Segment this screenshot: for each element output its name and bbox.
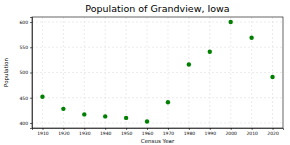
tick: 2020 [267,128,279,136]
tick: 1950 [121,128,133,136]
grid-line [32,72,283,73]
tick-mark [231,128,232,130]
tick-label: 2000 [225,131,237,136]
tick: 2010 [246,128,258,136]
tick-label: 1980 [184,131,196,136]
y-axis: 400 450 500 550 600 [19,18,32,129]
point [61,107,65,111]
point [208,50,212,54]
tick-label: 1950 [121,131,133,136]
tick-label: 1920 [58,131,70,136]
grid-line [32,47,283,48]
grid-line [63,17,64,128]
tick: 600 [19,20,32,25]
tick: 1970 [163,128,175,136]
point [82,112,86,116]
tick-label: 2010 [246,131,258,136]
tick-label: 2020 [267,131,279,136]
tick: 1930 [79,128,91,136]
point [249,35,253,39]
tick-mark [147,128,148,130]
tick-mark [105,128,106,130]
grid [32,17,283,128]
tick-mark [126,128,127,130]
tick-label: 1910 [37,131,49,136]
tick: 450 [19,96,32,101]
tick-mark [210,128,211,130]
tick-mark [84,128,85,130]
points [40,20,274,124]
tick-label: 1970 [163,131,175,136]
tick-label: 500 [19,70,28,75]
grid-line [230,17,231,128]
tick-mark [168,128,169,130]
tick-label: 1990 [205,131,217,136]
tick-mark [189,128,190,130]
tick: 1960 [142,128,154,136]
axis-line [33,129,284,131]
tick: 1910 [37,128,49,136]
x-axis: 1910 1920 1930 1940 1950 1960 1970 1980 1990 2000… [33,128,284,136]
tick: 550 [19,45,32,50]
grid-line [32,97,283,98]
tick-mark [273,128,274,130]
x-axis-label: Census Year [141,138,175,144]
tick-mark [252,128,253,130]
tick: 2000 [225,128,237,136]
point [145,119,149,123]
point [229,20,233,24]
grid-line [147,17,148,128]
tick-mark [63,128,64,130]
chart: 1910 1920 1930 1940 1950 1960 1970 1980 1990 2000… [0,0,290,145]
tick: 400 [19,121,32,126]
point [166,100,170,104]
grid-line [32,122,283,123]
grid-line [42,17,43,128]
tick: 500 [19,70,32,75]
tick: 1980 [184,128,196,136]
point [187,62,191,66]
title: Population of Grandview, Iowa [85,3,229,14]
tick-label: 600 [19,20,28,25]
tick: 1940 [100,128,112,136]
tick-label: 550 [19,45,28,50]
tick-label: 1960 [142,131,154,136]
y-axis-label: Population [3,58,10,87]
tick-label: 1940 [100,131,112,136]
tick: 1920 [58,128,70,136]
tick-mark [42,128,43,130]
grid-line [251,17,252,128]
point [124,116,128,120]
grid-line [32,22,283,23]
point [103,114,107,118]
point [40,95,44,99]
tick-label: 1930 [79,131,91,136]
point [270,75,274,79]
tick-label: 400 [19,121,28,126]
plot-frame [32,17,283,128]
tick-label: 450 [19,96,28,101]
tick: 1990 [205,128,217,136]
